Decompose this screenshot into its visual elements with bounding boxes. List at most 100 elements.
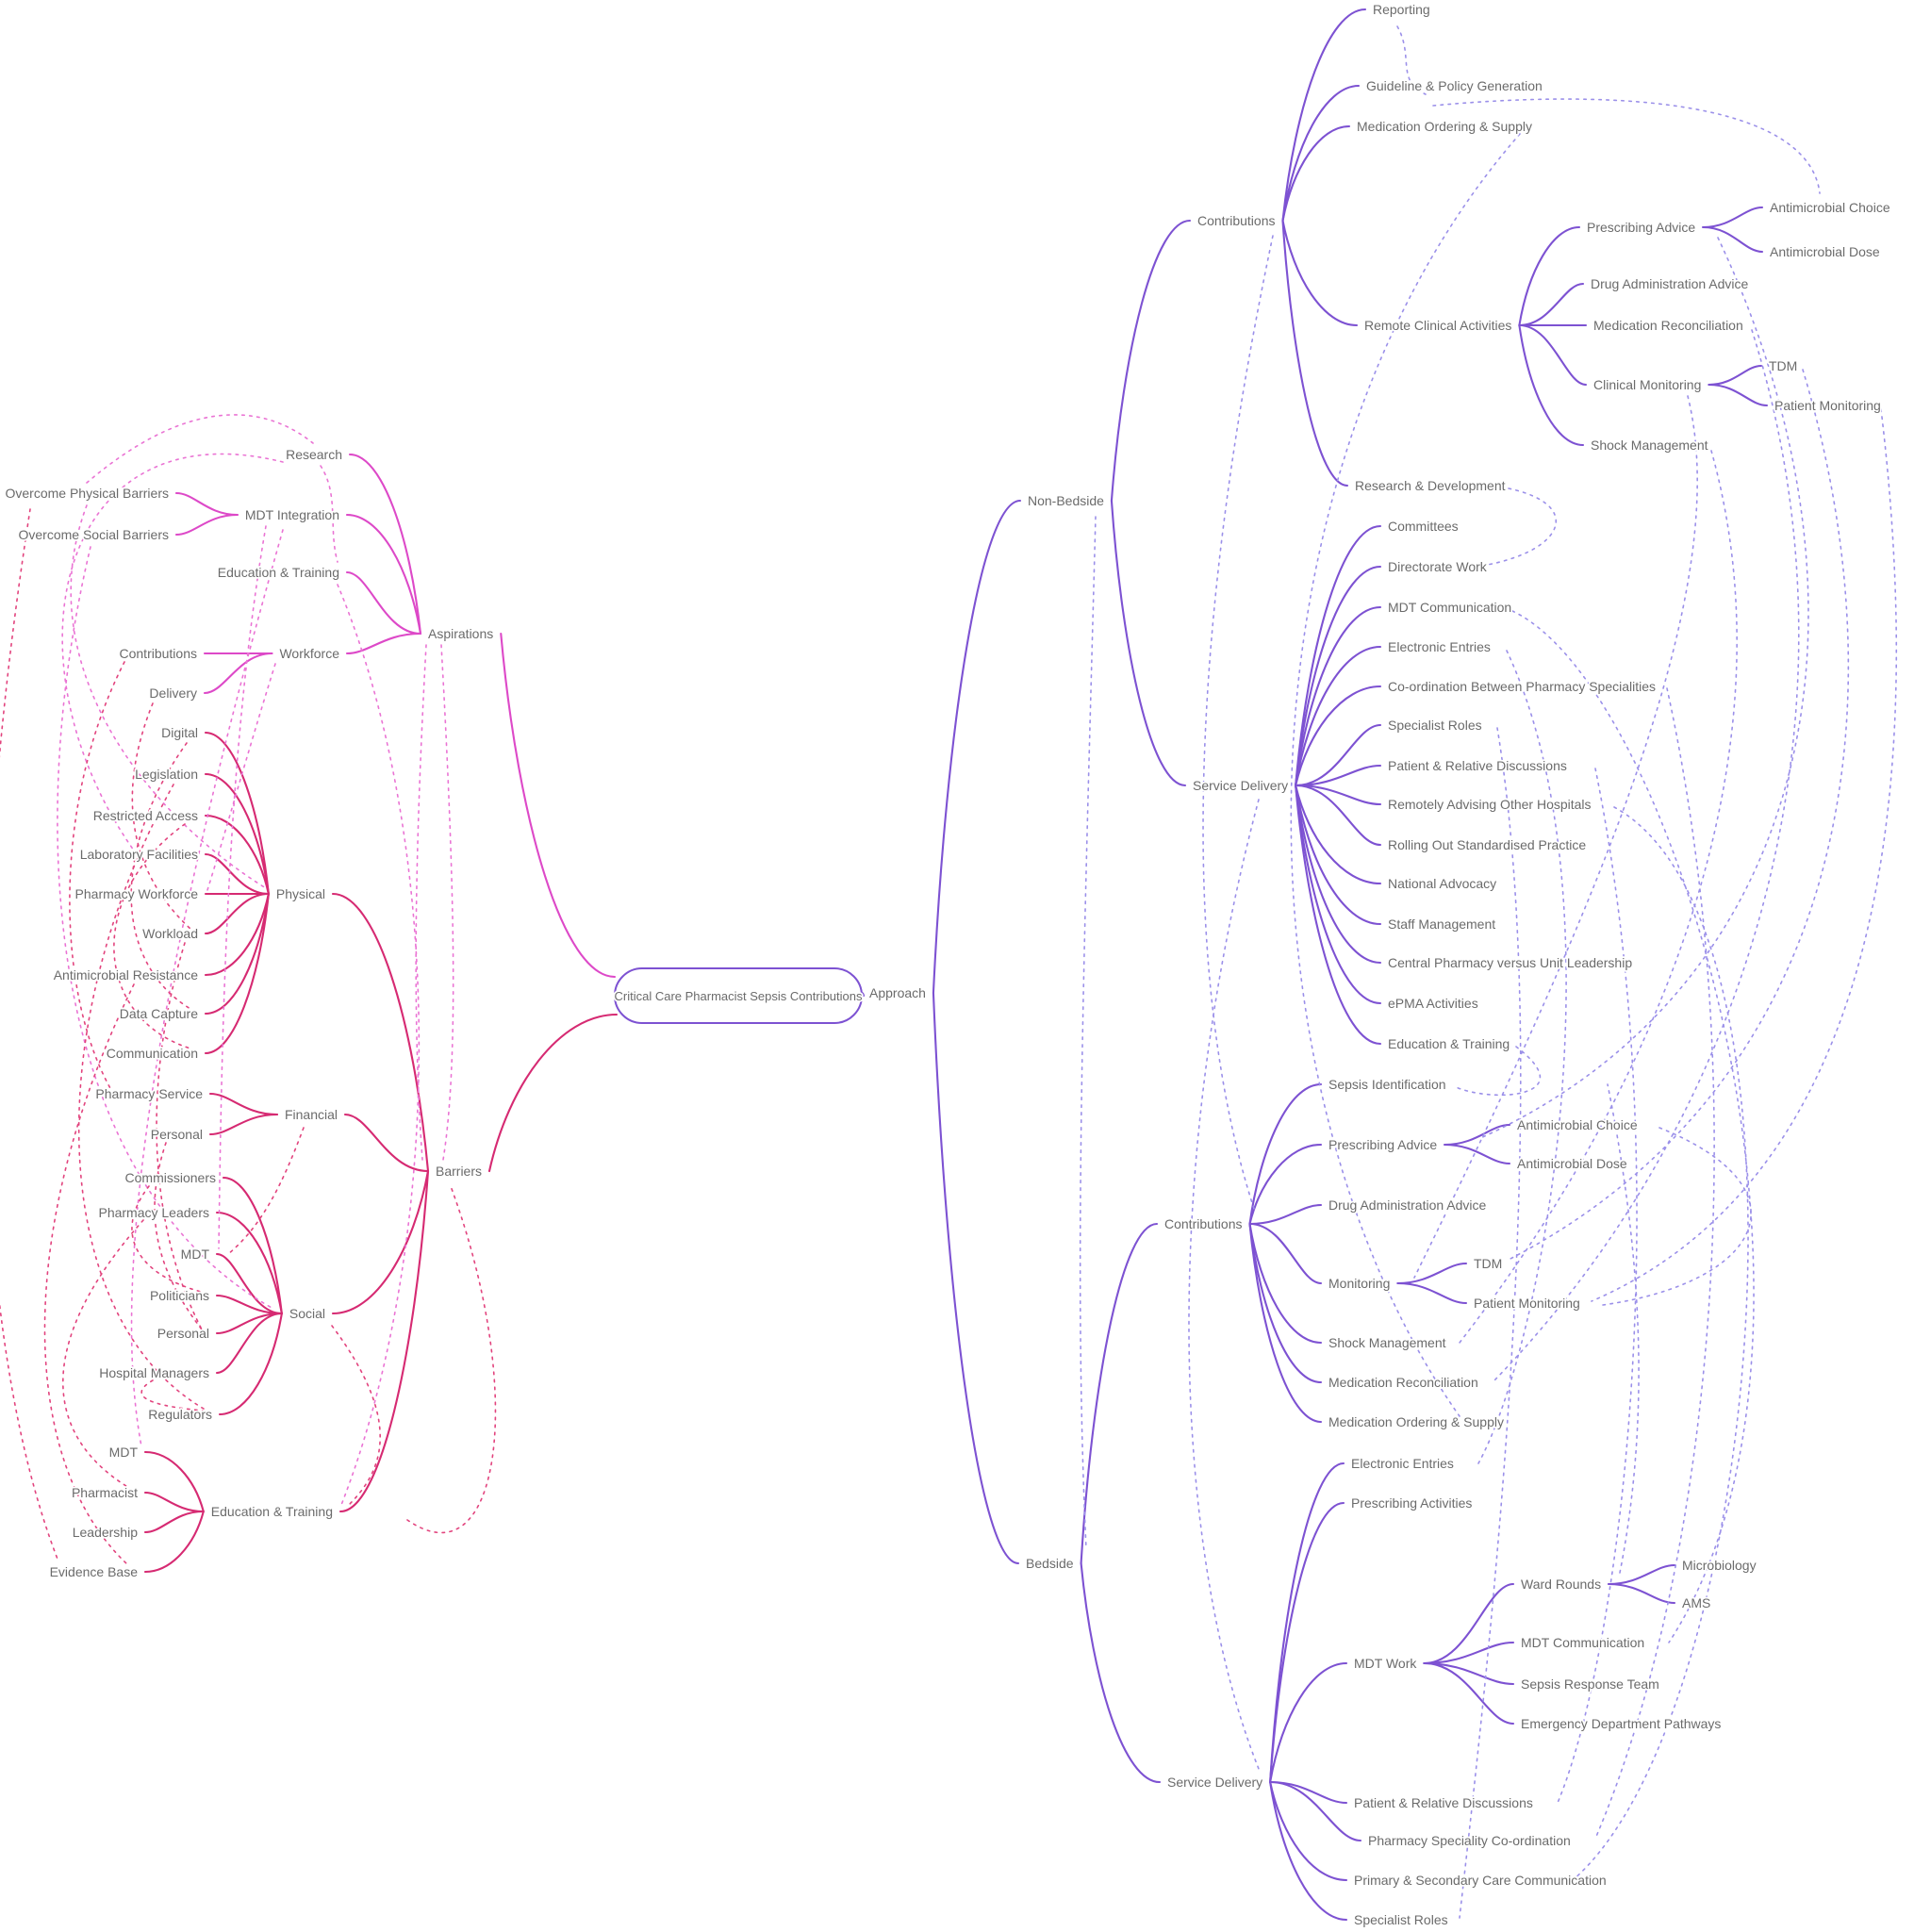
node-s_ee[interactable]: Electronic Entries [1349,1454,1455,1473]
node-r_pm1[interactable]: Patient Monitoring [1773,396,1882,415]
edge-pt-pt [1602,1127,1752,1306]
node-r_ad1[interactable]: Antimicrobial Dose [1768,242,1881,261]
node-e_lead[interactable]: Leadership [71,1523,140,1542]
node-b_mr[interactable]: Medication Reconciliation [1327,1373,1479,1392]
node-p_data[interactable]: Data Capture [118,1004,200,1023]
node-n_advocacy[interactable]: National Advocacy [1386,874,1498,893]
node-b_ad[interactable]: Antimicrobial Dose [1515,1154,1628,1173]
node-e_et[interactable]: Education & Training [209,1502,335,1521]
node-r_rca[interactable]: Remote Clinical Activities [1362,316,1513,335]
node-n_central[interactable]: Central Pharmacy versus Unit Leadership [1386,953,1634,972]
node-n_mdtcomm[interactable]: MDT Communication [1386,598,1513,617]
node-m_mdtcomm[interactable]: MDT Communication [1519,1633,1646,1652]
node-r_ac1[interactable]: Antimicrobial Choice [1768,198,1891,217]
node-p_lab[interactable]: Laboratory Facilities [78,845,200,864]
node-n_coord[interactable]: Co-ordination Between Pharmacy Specialit… [1386,677,1658,696]
node-s_per[interactable]: Personal [156,1324,211,1343]
node-s_comm2[interactable]: Commissioners [124,1168,218,1187]
node-m_ward[interactable]: Ward Rounds [1519,1575,1603,1593]
node-s_prd[interactable]: Patient & Relative Discussions [1352,1793,1534,1812]
node-r_tdm1[interactable]: TDM [1767,356,1799,375]
node-s_spec[interactable]: Specialist Roles [1352,1910,1449,1929]
node-r_reporting[interactable]: Reporting [1371,0,1431,19]
node-e_mdt[interactable]: MDT [107,1443,140,1461]
node-nonbedside[interactable]: Non-Bedside [1026,491,1106,510]
node-s_reg[interactable]: Regulators [147,1405,214,1424]
node-s_mdtwork[interactable]: MDT Work [1352,1654,1419,1673]
node-n_directorate[interactable]: Directorate Work [1386,557,1489,576]
node-b_tdm[interactable]: TDM [1472,1254,1504,1273]
node-n_prd[interactable]: Patient & Relative Discussions [1386,756,1568,775]
node-w_ams[interactable]: AMS [1680,1593,1712,1612]
node-r_cm[interactable]: Clinical Monitoring [1592,375,1703,394]
node-m_edp[interactable]: Emergency Department Pathways [1519,1714,1723,1733]
node-sd1[interactable]: Service Delivery [1191,776,1290,795]
node-b_ac[interactable]: Antimicrobial Choice [1515,1115,1639,1134]
node-n_spec[interactable]: Specialist Roles [1386,716,1483,735]
node-p_restricted[interactable]: Restricted Access [91,806,200,825]
node-p_legislation[interactable]: Legislation [133,765,199,784]
node-aspirations[interactable]: Aspirations [426,624,495,643]
node-p_comm[interactable]: Communication [105,1044,200,1063]
node-a_contrib[interactable]: Contributions [118,644,199,663]
node-e_eb[interactable]: Evidence Base [48,1562,140,1581]
node-a_opb[interactable]: Overcome Physical Barriers [4,484,171,503]
node-f_ps[interactable]: Pharmacy Service [94,1084,205,1103]
node-r_mr1[interactable]: Medication Reconciliation [1592,316,1744,335]
node-p_workload[interactable]: Workload [140,924,199,943]
node-f_personal[interactable]: Personal [149,1125,205,1144]
node-r_guideline[interactable]: Guideline & Policy Generation [1364,76,1543,95]
node-approach[interactable]: Approach [867,983,927,1002]
node-m_srt[interactable]: Sepsis Response Team [1519,1675,1660,1693]
node-a_workforce[interactable]: Workforce [278,644,341,663]
node-center[interactable]: Critical Care Pharmacist Sepsis Contribu… [613,987,865,1005]
node-r_pa1[interactable]: Prescribing Advice [1585,218,1697,237]
node-s_hm[interactable]: Hospital Managers [98,1363,211,1382]
node-s_pact[interactable]: Prescribing Activities [1349,1494,1474,1512]
node-n_committees[interactable]: Committees [1386,517,1460,536]
node-n_staff[interactable]: Staff Management [1386,915,1497,933]
node-barriers[interactable]: Barriers [434,1162,484,1181]
node-b_pm[interactable]: Patient Monitoring [1472,1294,1581,1313]
node-a_research[interactable]: Research [284,445,343,464]
node-n_remote[interactable]: Remotely Advising Other Hospitals [1386,795,1592,814]
node-c1[interactable]: Contributions [1196,211,1277,230]
node-s_social[interactable]: Social [288,1304,327,1323]
node-n_rolling[interactable]: Rolling Out Standardised Practice [1386,835,1588,854]
node-w_micro[interactable]: Microbiology [1680,1556,1757,1575]
node-p_amr[interactable]: Antimicrobial Resistance [52,966,200,984]
node-a_et[interactable]: Education & Training [216,563,341,582]
node-bedside[interactable]: Bedside [1024,1554,1075,1573]
node-b_pa[interactable]: Prescribing Advice [1327,1135,1439,1154]
node-s_psc[interactable]: Pharmacy Speciality Co-ordination [1366,1831,1572,1850]
node-sd2[interactable]: Service Delivery [1165,1773,1264,1792]
node-a_mdtint[interactable]: MDT Integration [243,505,341,524]
node-b_sepsisid[interactable]: Sepsis Identification [1327,1075,1447,1094]
node-s_pol[interactable]: Politicians [148,1286,211,1305]
node-n_et[interactable]: Education & Training [1386,1034,1511,1053]
node-p_pw[interactable]: Pharmacy Workforce [74,884,200,903]
node-p_digital[interactable]: Digital [159,723,199,742]
node-p_physical[interactable]: Physical [274,884,327,903]
node-r_rnd[interactable]: Research & Development [1353,476,1507,495]
node-r_sm1[interactable]: Shock Management [1589,436,1709,454]
node-n_ee[interactable]: Electronic Entries [1386,637,1492,656]
node-r_daa1[interactable]: Drug Administration Advice [1589,274,1750,293]
node-r_medord1[interactable]: Medication Ordering & Supply [1355,117,1534,136]
node-a_osb[interactable]: Overcome Social Barriers [17,525,171,544]
node-s_pl[interactable]: Pharmacy Leaders [97,1203,211,1222]
node-a_delivery[interactable]: Delivery [148,684,199,702]
node-e_pharm[interactable]: Pharmacist [70,1483,140,1502]
node-s_pscc[interactable]: Primary & Secondary Care Communication [1352,1871,1608,1890]
node-b_mon[interactable]: Monitoring [1327,1274,1392,1293]
node-b_daa[interactable]: Drug Administration Advice [1327,1196,1488,1214]
node-n_epma[interactable]: ePMA Activities [1386,994,1479,1013]
node-b_sm[interactable]: Shock Management [1327,1333,1447,1352]
node-f_financial[interactable]: Financial [283,1105,339,1124]
node-s_mdt[interactable]: MDT [179,1245,211,1263]
center-node-box[interactable] [614,967,863,1024]
node-b_medord[interactable]: Medication Ordering & Supply [1327,1412,1506,1431]
edge-sd1-n_staff [1295,784,1382,926]
node-c2[interactable]: Contributions [1163,1214,1244,1233]
